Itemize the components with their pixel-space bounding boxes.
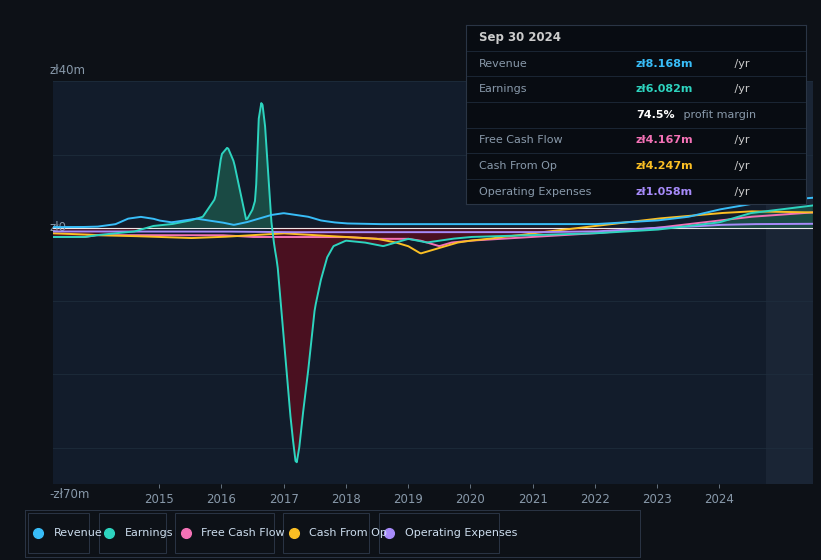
Text: /yr: /yr (732, 161, 750, 171)
Text: zł0: zł0 (49, 221, 67, 234)
Text: Operating Expenses: Operating Expenses (479, 186, 591, 197)
Bar (766, 81, 813, 484)
Text: Earnings: Earnings (125, 529, 173, 538)
Text: -zł70m: -zł70m (49, 488, 90, 501)
Text: Revenue: Revenue (479, 59, 528, 68)
Text: zł6.082m: zł6.082m (635, 84, 693, 94)
Text: Free Cash Flow: Free Cash Flow (479, 136, 562, 146)
Text: zł8.168m: zł8.168m (635, 59, 694, 68)
Text: Cash From Op: Cash From Op (479, 161, 557, 171)
Text: zł1.058m: zł1.058m (635, 186, 693, 197)
Text: Free Cash Flow: Free Cash Flow (201, 529, 285, 538)
Text: Sep 30 2024: Sep 30 2024 (479, 31, 561, 44)
Text: zł4.247m: zł4.247m (635, 161, 694, 171)
Text: /yr: /yr (732, 84, 750, 94)
Text: Earnings: Earnings (479, 84, 528, 94)
Text: Operating Expenses: Operating Expenses (405, 529, 517, 538)
Text: Cash From Op: Cash From Op (309, 529, 387, 538)
Text: zł40m: zł40m (49, 64, 85, 77)
Text: /yr: /yr (732, 136, 750, 146)
Text: zł4.167m: zł4.167m (635, 136, 694, 146)
Text: profit margin: profit margin (680, 110, 756, 120)
Text: 74.5%: 74.5% (635, 110, 675, 120)
Text: /yr: /yr (732, 59, 750, 68)
Text: Revenue: Revenue (53, 529, 103, 538)
Text: /yr: /yr (732, 186, 750, 197)
